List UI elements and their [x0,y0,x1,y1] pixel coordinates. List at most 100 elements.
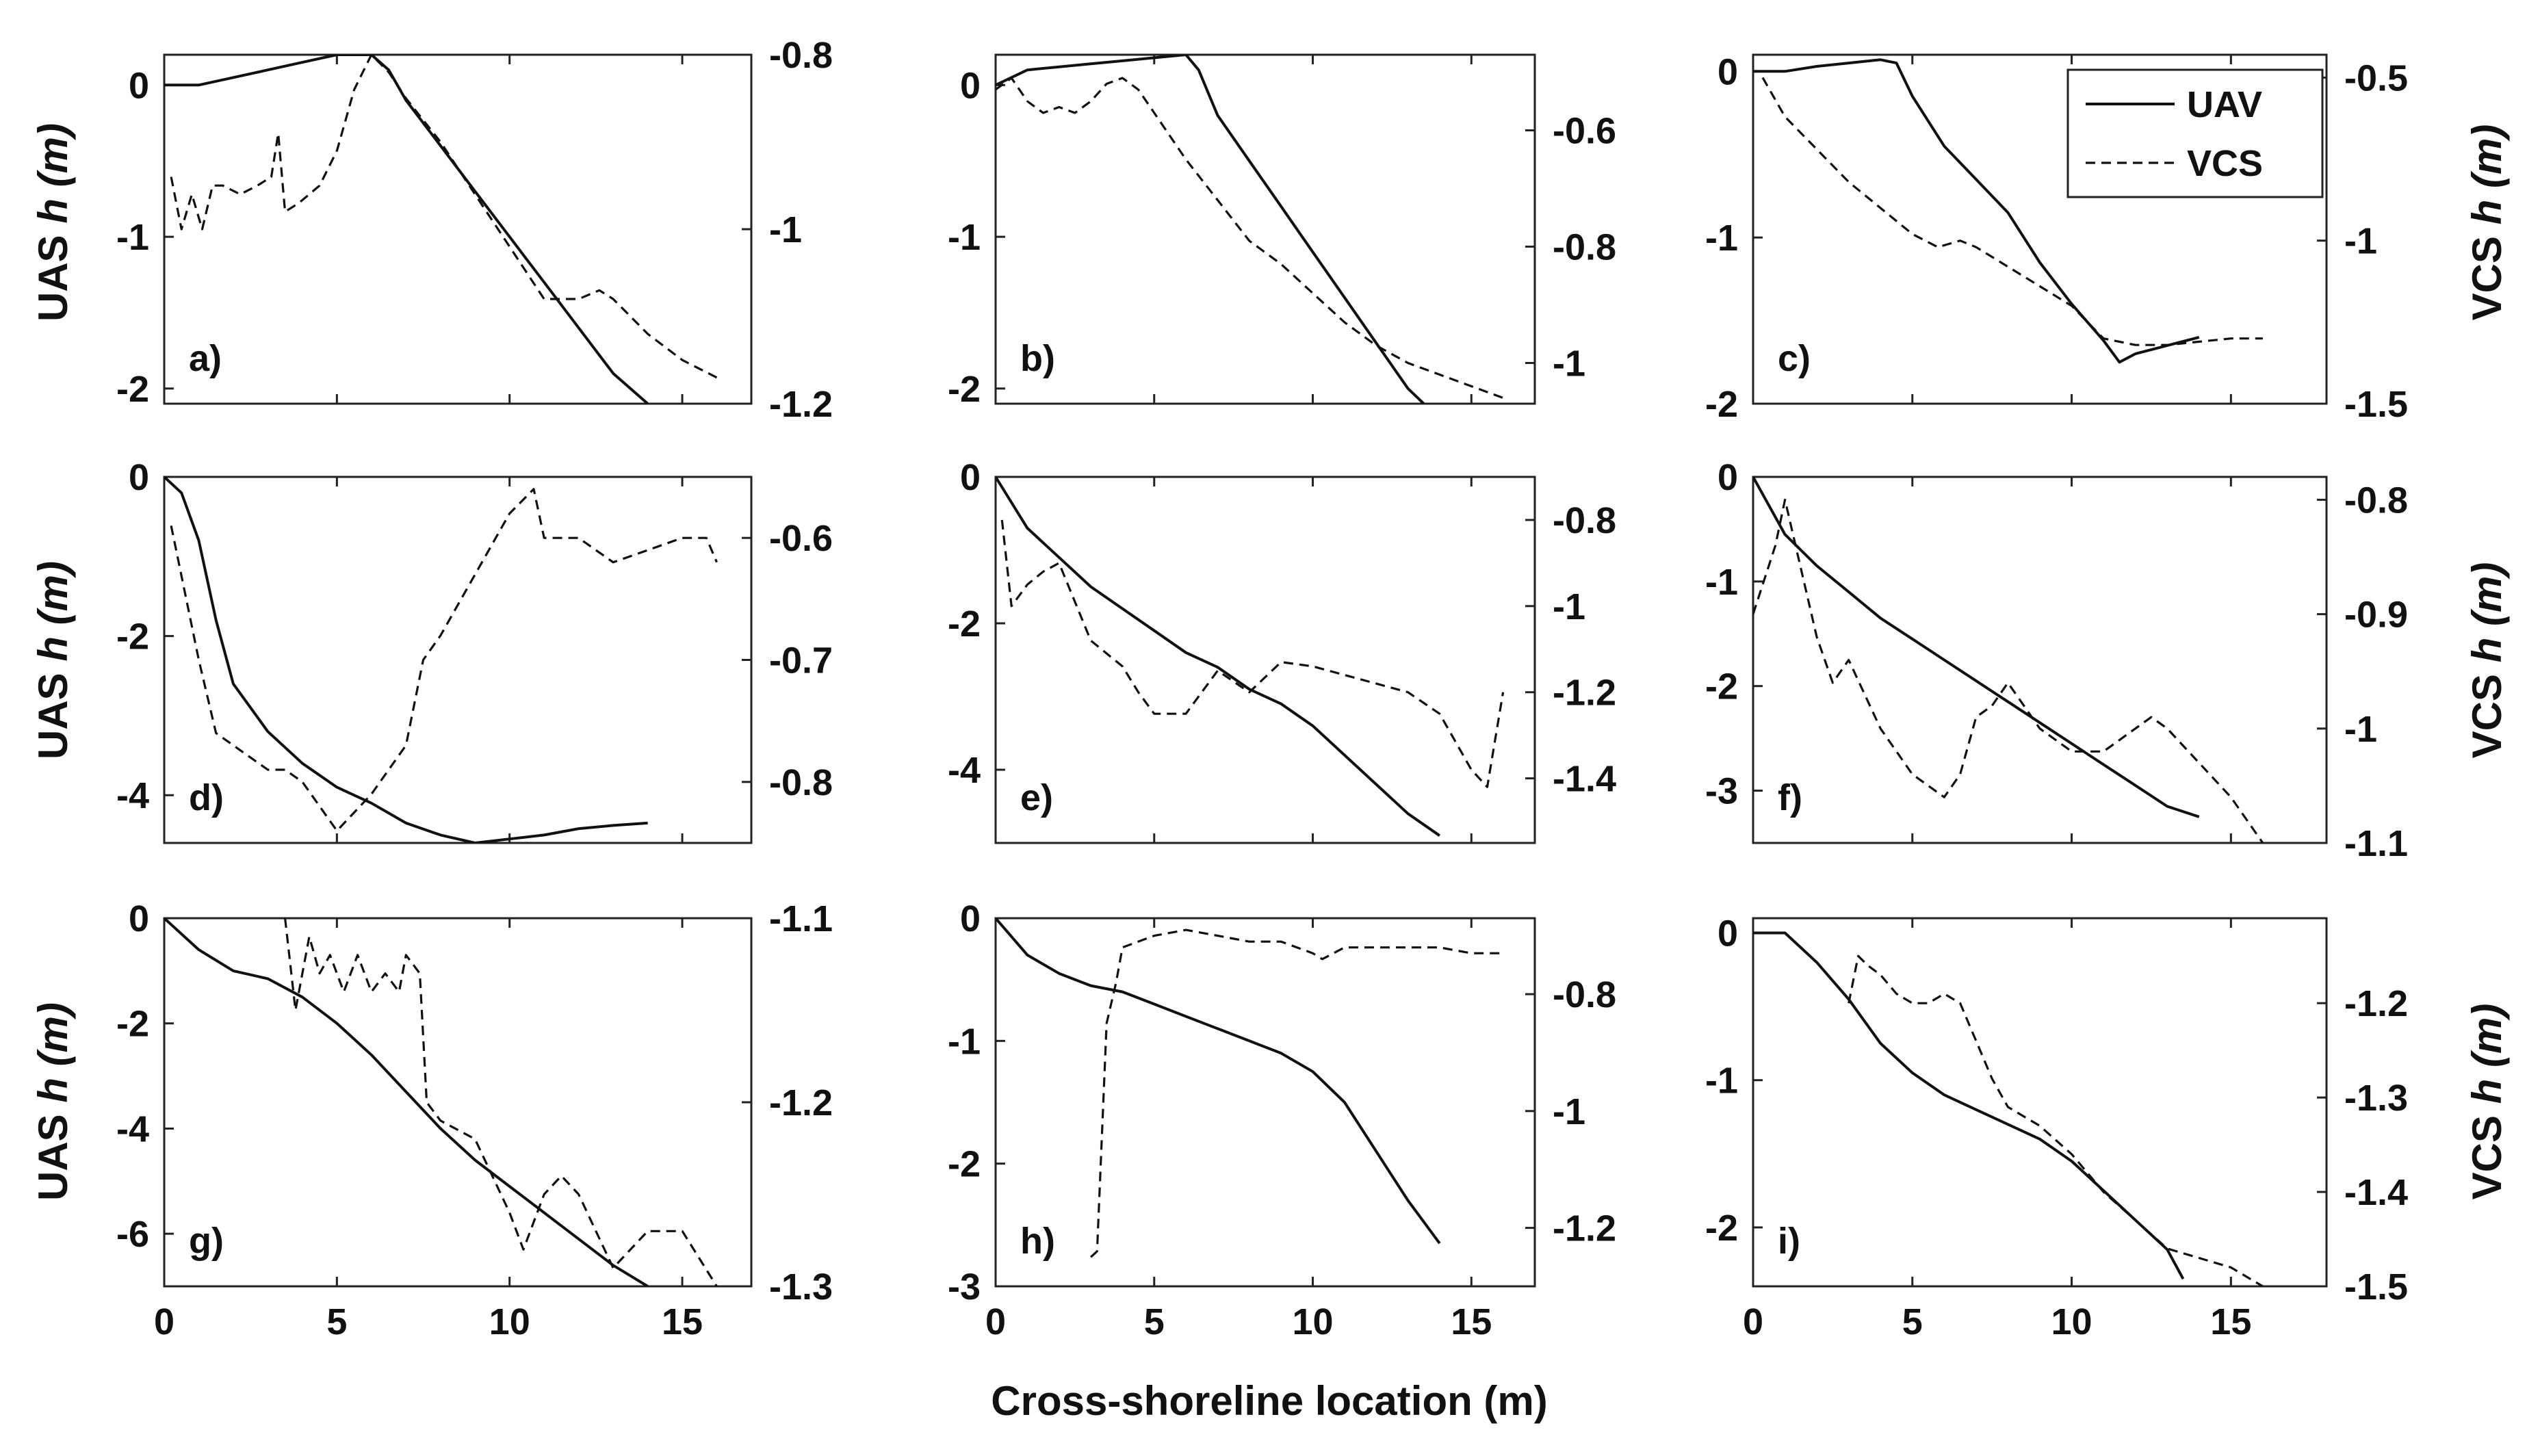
panel-c-ytick-left-label: -2 [1705,384,1738,425]
panel-e-ytick-right-label: -1 [1553,586,1585,627]
panel-a-ytick-left-label: 0 [129,65,149,106]
panel-e-ytick-right-label: -1.2 [1553,673,1616,714]
panel-h-series-uav [996,918,1441,1245]
legend-uav-label: UAV [2187,84,2262,125]
panel-c-series-vcs [1761,77,2263,346]
right-ylabel-row3: VCS h (m) [2464,1004,2510,1200]
panel-g-xtick-label: 15 [662,1301,703,1342]
panel-h-ytick-left-label: -3 [948,1266,981,1308]
panel-c: 0 -1 -2 -0.5 -1 -1.5 c) [1705,51,2408,425]
panel-a-ytick-right-label: -1 [769,209,802,250]
panel-h-xtick-label: 5 [1144,1301,1165,1342]
panel-a-ytick-left-label: -2 [116,369,149,410]
panel-h-xtick-label: 0 [985,1301,1006,1342]
panel-i-series-uav [1753,931,2185,1280]
panel-h: 0 5 10 15 0 -1 -2 -3 -0.8 -1 -1.2 h) [948,898,1616,1342]
panel-d: 0 -2 -4 -0.6 -0.7 -0.8 d) [116,457,833,844]
panel-c-series-uav [1753,58,2200,364]
panel-i-ytick-right-label: -1.5 [2344,1266,2408,1308]
panel-i-ytick-left-label: -2 [1705,1208,1738,1249]
panel-i-ytick-right-label: -1.4 [2344,1172,2408,1213]
panel-e-ytick-left-label: 0 [960,457,981,498]
panel-d-ytick-right-label: -0.6 [769,518,833,559]
panel-g-xtick-label: 5 [326,1301,347,1342]
panel-e-series-vcs [1000,519,1505,788]
panel-i-xtick-label: 0 [1743,1301,1763,1342]
panel-g-series-uav [164,918,649,1286]
panel-c-frame [1752,53,2328,405]
panel-d-series-vcs [170,488,718,832]
panel-b-ytick-right-label: -1 [1553,343,1585,385]
panel-b-ytick-right-label: -0.8 [1553,227,1616,268]
panel-h-series-vcs [1090,928,1503,1258]
panel-i-series-vcs [1848,954,2264,1286]
panel-g-ytick-left-label: -4 [116,1108,149,1149]
panel-a-ytick-right-label: -0.8 [769,35,833,76]
panel-h-label: h) [1020,1221,1055,1262]
panel-h-ytick-right-label: -1.2 [1553,1208,1616,1249]
panel-a-ytick-left-label: -1 [116,217,149,258]
panel-a-series-uav [164,55,649,404]
panel-g-ytick-right-label: -1.2 [769,1082,833,1123]
panel-e: 0 -2 -4 -0.8 -1 -1.2 -1.4 e) [948,457,1616,844]
panel-f-ytick-left-label: -3 [1705,771,1738,812]
panel-d-ytick-right-label: -0.8 [769,762,833,803]
panel-g-series-vcs [284,918,718,1286]
panel-h-xtick-label: 10 [1292,1301,1333,1342]
panel-b-ytick-right-label: -0.6 [1553,111,1616,152]
panel-i-ytick-left-label: -1 [1705,1061,1738,1102]
panel-d-frame [163,476,753,844]
panel-i-xtick-label: 5 [1902,1301,1923,1342]
panel-g-ytick-left-label: 0 [129,898,149,939]
left-ylabel-row1: UAS h (m) [30,123,76,322]
panel-a-label: a) [189,338,222,379]
panel-c-ytick-right-label: -1.5 [2344,384,2408,425]
panel-h-xtick-label: 15 [1451,1301,1492,1342]
panel-f-ytick-right-label: -0.9 [2344,595,2408,636]
panel-b-frame [994,53,1536,405]
panel-i-frame [1752,917,2328,1288]
x-axis-label: Cross-shoreline location (m) [991,1378,1547,1424]
panel-b-series-uav [996,55,1426,404]
panel-e-ytick-left-label: -4 [948,750,981,791]
panel-g-xtick-label: 10 [489,1301,530,1342]
panel-f-label: f) [1778,777,1802,818]
panel-e-series-uav [996,477,1441,837]
panel-b: 0 -1 -2 -0.6 -0.8 -1 b) [948,53,1616,410]
legend-box [2066,68,2324,198]
left-ylabel-row2: UAS h (m) [30,561,76,759]
panel-i-ytick-right-label: -1.2 [2344,983,2408,1024]
legend: UAV VCS [2066,68,2324,198]
panel-e-ytick-right-label: -0.8 [1553,500,1616,541]
panel-e-ytick-right-label: -1.4 [1553,759,1616,800]
legend-vcs-label: VCS [2187,143,2263,184]
panel-i-label: i) [1778,1221,1800,1262]
panel-f-series-vcs [1753,498,2264,843]
panel-f-ytick-left-label: -2 [1705,666,1738,707]
panel-c-label: c) [1778,338,1811,379]
panel-f-series-uav [1753,477,2200,818]
right-ylabel-row2: VCS h (m) [2464,562,2510,759]
panel-d-ytick-left-label: 0 [129,457,149,498]
panel-f-frame [1752,476,2328,844]
panel-h-ytick-right-label: -1 [1553,1091,1585,1132]
panel-i-ytick-left-label: 0 [1718,913,1738,954]
panel-d-ytick-left-label: -2 [116,616,149,658]
left-ylabel-row3: UAS h (m) [30,1002,76,1201]
panel-e-label: e) [1020,777,1053,818]
panel-i-xtick-label: 10 [2051,1301,2092,1342]
right-ylabel-row1: VCS h (m) [2464,125,2510,321]
panel-a-ytick-right-label: -1.2 [769,384,833,425]
panel-f-ytick-right-label: -1.1 [2344,823,2408,864]
panels-group: 0 -1 -2 -0.8 -1 -1.2 a) 0 -1 -2 -0.6 -0.8 -1 b) 0 -1 -2 -… [116,35,2408,1342]
panel-d-ytick-left-label: -4 [116,775,149,816]
panel-i-ytick-right-label: -1.3 [2344,1078,2408,1119]
panel-h-ytick-right-label: -0.8 [1553,974,1616,1015]
panel-d-ytick-right-label: -0.7 [769,640,833,681]
panel-f-ytick-right-label: -1 [2344,709,2377,750]
panel-h-ytick-left-label: -1 [948,1021,981,1062]
panel-h-ytick-left-label: 0 [960,898,981,939]
panel-c-ytick-right-label: -1 [2344,221,2377,262]
panel-d-series-uav [164,477,648,843]
